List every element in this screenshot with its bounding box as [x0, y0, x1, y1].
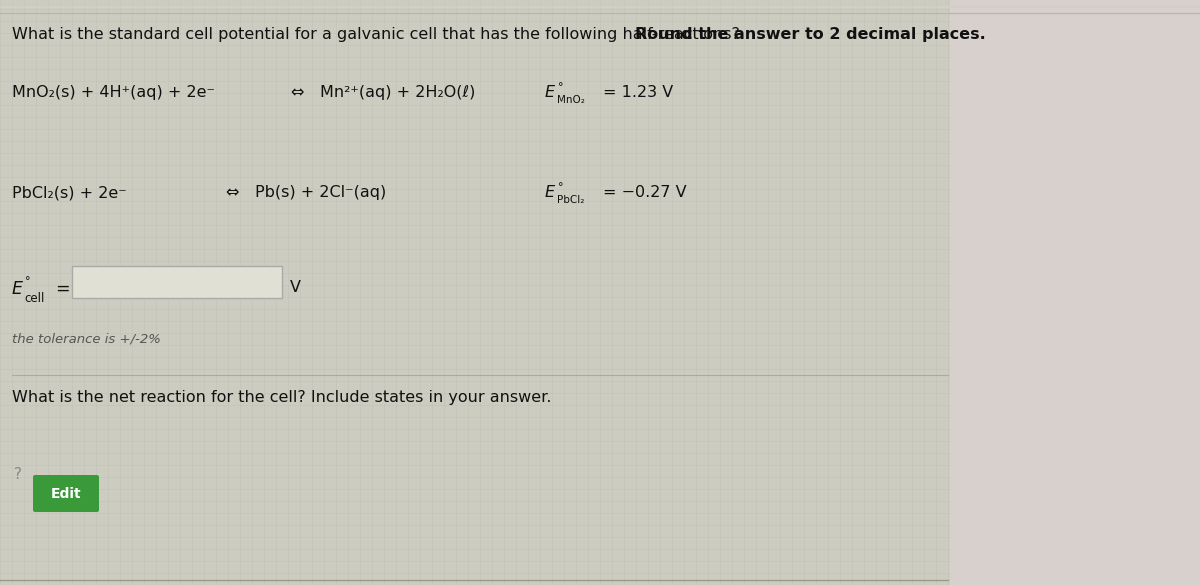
Text: ⇔: ⇔: [290, 85, 304, 100]
Text: °: °: [558, 182, 564, 192]
Text: ⇔: ⇔: [226, 185, 239, 200]
Text: PbCl₂(s) + 2e⁻: PbCl₂(s) + 2e⁻: [12, 185, 127, 200]
Text: E: E: [545, 85, 556, 100]
Text: E: E: [545, 185, 556, 200]
Text: ?: ?: [14, 467, 22, 482]
Text: E: E: [12, 280, 23, 298]
Text: What is the net reaction for the cell? Include states in your answer.: What is the net reaction for the cell? I…: [12, 390, 552, 405]
Text: the tolerance is +/-2%: the tolerance is +/-2%: [12, 333, 161, 346]
Text: =: =: [55, 280, 70, 298]
Text: MnO₂: MnO₂: [557, 95, 584, 105]
Text: V: V: [290, 280, 301, 295]
Text: °: °: [558, 82, 564, 92]
Text: What is the standard cell potential for a galvanic cell that has the following h: What is the standard cell potential for …: [12, 27, 745, 42]
Text: PbCl₂: PbCl₂: [557, 195, 584, 205]
FancyBboxPatch shape: [72, 266, 282, 298]
Text: Round the answer to 2 decimal places.: Round the answer to 2 decimal places.: [635, 27, 985, 42]
Text: = 1.23 V: = 1.23 V: [604, 85, 673, 100]
FancyBboxPatch shape: [34, 475, 98, 512]
Text: °: °: [25, 276, 30, 286]
Text: MnO₂(s) + 4H⁺(aq) + 2e⁻: MnO₂(s) + 4H⁺(aq) + 2e⁻: [12, 85, 215, 100]
Text: Pb(s) + 2Cl⁻(aq): Pb(s) + 2Cl⁻(aq): [256, 185, 386, 200]
Text: Edit: Edit: [50, 487, 82, 501]
Text: Mn²⁺(aq) + 2H₂O(ℓ): Mn²⁺(aq) + 2H₂O(ℓ): [320, 85, 475, 100]
Text: cell: cell: [24, 292, 44, 305]
Text: = −0.27 V: = −0.27 V: [604, 185, 686, 200]
FancyBboxPatch shape: [950, 0, 1200, 585]
